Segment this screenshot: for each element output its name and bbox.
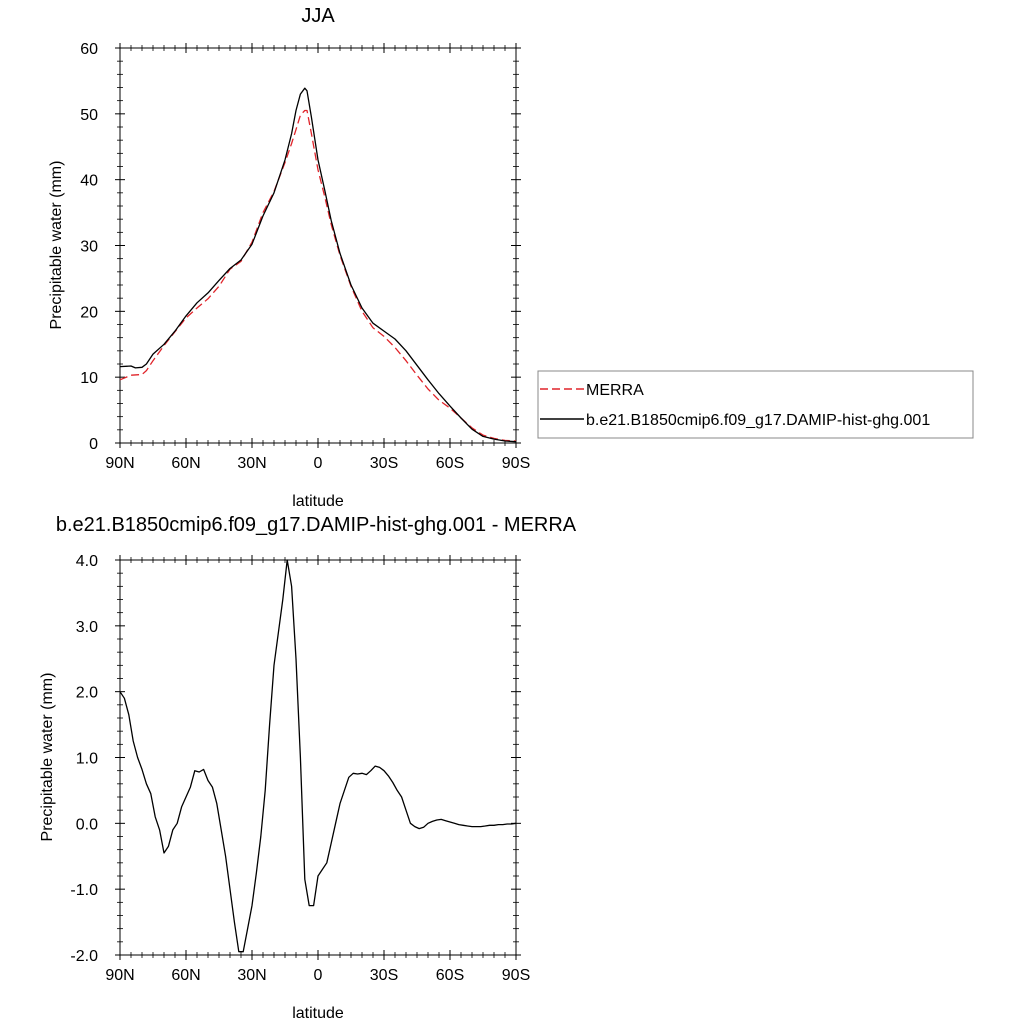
plot-border xyxy=(119,47,517,444)
panel-bottom: b.e21.B1850cmip6.f09_g17.DAMIP-hist-ghg.… xyxy=(39,514,577,1022)
chart-title: JJA xyxy=(301,5,335,27)
legend: MERRA b.e21.B1850cmip6.f09_g17.DAMIP-his… xyxy=(537,370,974,439)
y-tick-label: 40 xyxy=(80,173,98,190)
x-tick-label: 0 xyxy=(314,967,323,984)
x-tick-label: 90N xyxy=(105,967,134,984)
y-tick-label: 0.0 xyxy=(76,816,98,833)
x-tick-label: 90S xyxy=(502,967,530,984)
x-tick-label: 30S xyxy=(370,967,398,984)
y-tick-label: 3.0 xyxy=(76,619,98,636)
x-axis-label: latitude xyxy=(292,1005,344,1022)
x-tick-label: 0 xyxy=(314,455,323,472)
series-lines xyxy=(119,559,517,953)
x-tick-label: 60N xyxy=(171,967,200,984)
y-tick-label: 1.0 xyxy=(76,751,98,768)
x-tick-label: 30N xyxy=(237,455,266,472)
x-tick-labels: 90N 60N 30N 0 30S 60S 90S xyxy=(105,455,530,472)
x-tick-label: 60S xyxy=(436,967,464,984)
series-line-difference xyxy=(119,559,517,953)
series-lines xyxy=(119,87,517,443)
x-axis-label: latitude xyxy=(292,493,344,510)
axes-frame xyxy=(119,559,517,956)
axes-frame xyxy=(119,47,517,444)
y-tick-label: 2.0 xyxy=(76,685,98,702)
y-tick-label: 50 xyxy=(80,107,98,124)
series-line-merra xyxy=(119,109,517,442)
y-tick-label: 4.0 xyxy=(76,553,98,570)
x-tick-label: 60N xyxy=(171,455,200,472)
x-tick-label: 60S xyxy=(436,455,464,472)
panel-top: JJA 0 10 20 30 40 50 60 90N 60N 30N 0 30S 60S 90S la… xyxy=(48,5,974,510)
y-tick-label: 20 xyxy=(80,304,98,321)
x-tick-label: 90S xyxy=(502,455,530,472)
plot-border xyxy=(119,559,517,956)
legend-box xyxy=(537,370,974,439)
y-tick-label: 60 xyxy=(80,41,98,58)
y-tick-label: 0 xyxy=(89,436,98,453)
y-axis-label: Precipitable water (mm) xyxy=(48,161,65,330)
y-tick-labels: -2.0 -1.0 0.0 1.0 2.0 3.0 4.0 xyxy=(70,553,98,965)
y-tick-label: 10 xyxy=(80,370,98,387)
series-line-b-e21-b1850cmip6-f09-g17-damip-hist-ghg-001 xyxy=(119,87,517,443)
legend-label-model: b.e21.B1850cmip6.f09_g17.DAMIP-hist-ghg.… xyxy=(586,412,930,429)
y-tick-label: -1.0 xyxy=(70,882,98,899)
x-tick-label: 30N xyxy=(237,967,266,984)
y-tick-label: 30 xyxy=(80,239,98,256)
legend-label-merra: MERRA xyxy=(586,382,644,399)
y-tick-labels: 0 10 20 30 40 50 60 xyxy=(80,41,98,453)
y-axis-label: Precipitable water (mm) xyxy=(39,673,56,842)
x-tick-labels: 90N 60N 30N 0 30S 60S 90S xyxy=(105,967,530,984)
x-tick-label: 30S xyxy=(370,455,398,472)
tick-marks xyxy=(115,555,521,960)
x-tick-label: 90N xyxy=(105,455,134,472)
tick-marks xyxy=(115,43,521,448)
chart-title-difference: b.e21.B1850cmip6.f09_g17.DAMIP-hist-ghg.… xyxy=(56,514,577,536)
y-tick-label: -2.0 xyxy=(70,948,98,965)
